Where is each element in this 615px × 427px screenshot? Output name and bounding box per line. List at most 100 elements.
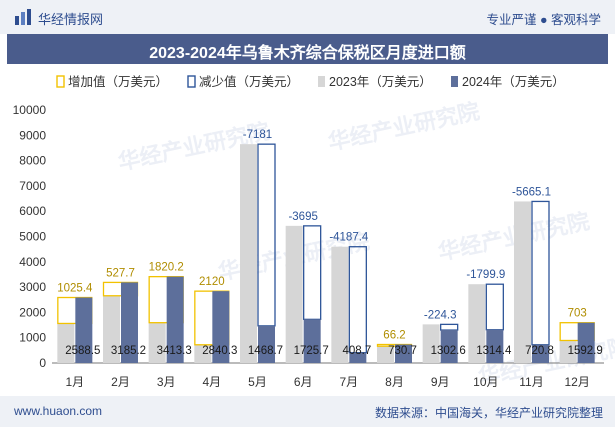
- slogan: 专业严谨 ● 客观科学: [486, 13, 602, 27]
- change-label: 1025.4: [57, 283, 93, 295]
- legend-swatch: [318, 76, 325, 87]
- bar-2024: [121, 282, 138, 363]
- y-tick-label: 10000: [13, 103, 47, 117]
- bar-2024: [258, 325, 275, 363]
- bar-2024: [212, 291, 230, 363]
- change-label: 527.7: [106, 267, 135, 279]
- legend: 增加值（万美元） 减少值（万美元） 2023年（万美元） 2024年（万美元）: [56, 74, 565, 89]
- legend-label: 减少值（万美元）: [199, 74, 299, 89]
- data-source: 数据来源：中国海关，华经产业研究院整理: [374, 406, 603, 420]
- bar-2023: [559, 340, 577, 363]
- bar-2023: [285, 225, 303, 363]
- legend-item: 减少值（万美元）: [187, 74, 299, 89]
- bar-2023: [103, 295, 120, 363]
- site-name: 华经情报网: [38, 12, 104, 27]
- axes: 0 1000 2000 3000 4000 5000 6000 7000 8000 9000 100…: [13, 103, 604, 389]
- bar-2023: [468, 284, 486, 363]
- y-tick-label: 7000: [19, 179, 46, 193]
- legend-label: 2023年（万美元）: [329, 75, 432, 89]
- bar-2024: [486, 329, 504, 363]
- value-2024-label: 2588.5: [65, 345, 100, 357]
- bar-decrease: [485, 283, 504, 331]
- x-tick-label: 1月: [65, 375, 84, 389]
- bar-decrease: [257, 143, 276, 327]
- footer-url[interactable]: www.huaon.com: [14, 404, 103, 418]
- bar-2024: [303, 319, 321, 363]
- watermark-text: 华经产业研究院: [326, 98, 482, 154]
- value-2024-label: 1302.6: [431, 345, 466, 357]
- value-2024-label: 720.8: [525, 345, 554, 357]
- change-label: 66.2: [383, 330, 405, 342]
- x-tick-label: 9月: [431, 375, 450, 389]
- x-tick-label: 8月: [385, 375, 404, 389]
- value-2024-label: 3413.3: [157, 345, 192, 357]
- bar-2024: [577, 322, 595, 363]
- title-bar: 2023-2024年乌鲁木齐综合保税区月度进口额: [7, 34, 608, 64]
- legend-swatch: [451, 76, 458, 87]
- legend-swatch: [187, 75, 196, 88]
- bar-2023: [331, 246, 349, 363]
- change-label: -224.3: [424, 309, 457, 321]
- x-tick-label: 12月: [564, 375, 589, 389]
- x-tick-label: 7月: [339, 375, 358, 389]
- legend-label: 2024年（万美元）: [462, 75, 565, 89]
- legend-label: 增加值（万美元）: [68, 74, 168, 89]
- chart-title: 2023-2024年乌鲁木齐综合保税区月度进口额: [149, 45, 466, 62]
- legend-item: 2023年（万美元）: [318, 75, 432, 89]
- bar-2024: [75, 297, 93, 363]
- bar-decrease: [348, 246, 367, 354]
- change-label: -4187.4: [329, 232, 369, 244]
- footer-bar: www.huaon.com 数据来源：中国海关，华经产业研究院整理: [0, 396, 615, 427]
- value-2024-label: 1314.4: [476, 345, 512, 357]
- y-tick-label: 0: [39, 356, 46, 370]
- change-label: 2120: [199, 276, 225, 288]
- bar-2023: [377, 346, 394, 363]
- bar-2024: [532, 344, 549, 363]
- change-label: -3695: [288, 211, 317, 223]
- value-2024-label: 3185.2: [111, 345, 146, 357]
- x-tick-label: 3月: [157, 375, 176, 389]
- change-label: 703: [568, 308, 587, 320]
- data-labels: 1025.4 2588.5 527.7 3185.2 1820.2 3413.3 2120 2…: [57, 129, 603, 357]
- bars: [57, 143, 595, 363]
- y-tick-label: 1000: [19, 331, 46, 345]
- change-label: -5665.1: [512, 186, 551, 198]
- change-label: 1820.2: [149, 262, 184, 274]
- y-tick-label: 8000: [19, 154, 46, 168]
- x-tick-label: 2月: [111, 375, 130, 389]
- header-bar: 华经情报网 专业严谨 ● 客观科学: [0, 0, 615, 34]
- bar-2023: [148, 322, 166, 363]
- bar-2024: [395, 344, 412, 363]
- y-tick-label: 3000: [19, 280, 46, 294]
- bar-2023: [422, 324, 440, 363]
- change-label: -1799.9: [466, 269, 505, 281]
- value-2024-label: 2840.3: [202, 345, 237, 357]
- x-tick-label: 11月: [519, 375, 543, 389]
- value-2024-label: 730.7: [388, 345, 417, 357]
- y-tick-label: 2000: [19, 305, 46, 319]
- x-tick-label: 5月: [248, 375, 267, 389]
- bar-2024: [440, 330, 458, 363]
- legend-item: 增加值（万美元）: [56, 74, 168, 89]
- value-2024-label: 1725.7: [294, 345, 329, 357]
- legend-item: 2024年（万美元）: [451, 75, 565, 89]
- bar-2023: [57, 323, 75, 363]
- y-tick-label: 5000: [19, 230, 46, 244]
- bar-2023: [194, 344, 212, 363]
- bar-2023: [514, 201, 531, 363]
- bar-decrease: [440, 323, 459, 331]
- x-tick-label: 10月: [473, 375, 498, 389]
- value-2024-label: 1592.9: [568, 345, 603, 357]
- y-tick-label: 4000: [19, 255, 46, 269]
- bar-logo-icon: [15, 9, 31, 25]
- bar-2024: [166, 276, 184, 363]
- change-label: -7181: [243, 129, 272, 141]
- bar-2024: [349, 352, 367, 363]
- y-tick-label: 9000: [19, 128, 46, 142]
- legend-swatch: [56, 75, 65, 88]
- value-2024-label: 1468.7: [248, 345, 283, 357]
- y-tick-label: 6000: [19, 204, 46, 218]
- value-2024-label: 408.7: [342, 345, 371, 357]
